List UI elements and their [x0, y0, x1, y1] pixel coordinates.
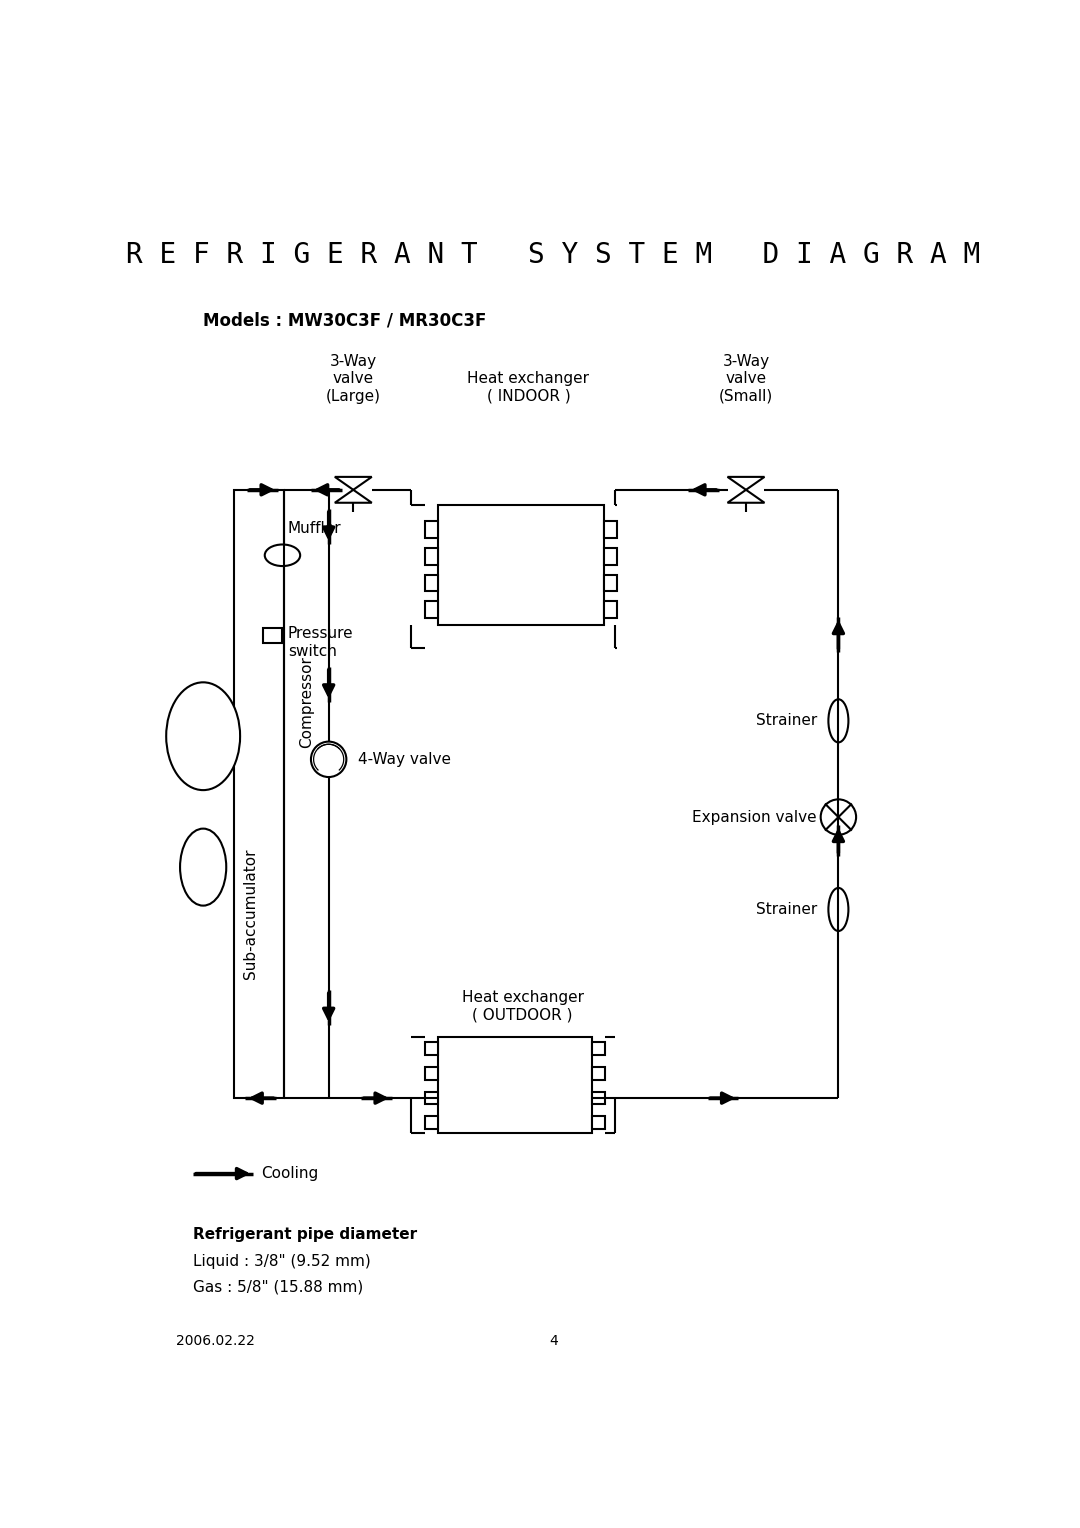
Text: Strainer: Strainer: [756, 714, 816, 729]
Text: Gas : 5/8" (15.88 mm): Gas : 5/8" (15.88 mm): [193, 1279, 363, 1294]
Bar: [604, 575, 617, 591]
Text: Sub-accumulator: Sub-accumulator: [243, 848, 258, 978]
Bar: [592, 1067, 605, 1080]
Ellipse shape: [166, 683, 240, 790]
Text: Heat exchanger
( INDOOR ): Heat exchanger ( INDOOR ): [468, 371, 590, 403]
Bar: [604, 602, 617, 619]
Text: Heat exchanger
( OUTDOOR ): Heat exchanger ( OUTDOOR ): [461, 990, 583, 1022]
Bar: [592, 1091, 605, 1105]
Bar: [264, 628, 283, 643]
Ellipse shape: [828, 888, 849, 931]
Ellipse shape: [828, 700, 849, 743]
Bar: [592, 1117, 605, 1129]
Bar: [438, 1036, 592, 1132]
Bar: [424, 521, 438, 538]
Bar: [424, 1091, 438, 1105]
Bar: [424, 1067, 438, 1080]
Text: Compressor: Compressor: [299, 656, 314, 747]
Ellipse shape: [180, 828, 226, 906]
Bar: [438, 506, 604, 625]
Bar: [424, 602, 438, 619]
Polygon shape: [728, 477, 765, 490]
Text: Muffler: Muffler: [288, 521, 341, 536]
Polygon shape: [335, 477, 372, 490]
Text: Models : MW30C3F / MR30C3F: Models : MW30C3F / MR30C3F: [203, 312, 486, 330]
Text: Pressure
switch: Pressure switch: [288, 626, 353, 659]
Text: 4-Way valve: 4-Way valve: [357, 752, 451, 767]
Bar: [424, 1042, 438, 1054]
Text: 4: 4: [549, 1334, 558, 1348]
Text: 3-Way
valve
(Large): 3-Way valve (Large): [326, 354, 381, 403]
Bar: [592, 1042, 605, 1054]
Polygon shape: [728, 490, 765, 503]
Bar: [424, 547, 438, 564]
Circle shape: [821, 799, 856, 834]
Text: Refrigerant pipe diameter: Refrigerant pipe diameter: [193, 1227, 417, 1242]
Text: Liquid : 3/8" (9.52 mm): Liquid : 3/8" (9.52 mm): [193, 1253, 370, 1268]
Polygon shape: [335, 490, 372, 503]
Text: 2006.02.22: 2006.02.22: [176, 1334, 255, 1348]
Text: Cooling: Cooling: [261, 1166, 319, 1181]
Bar: [424, 1117, 438, 1129]
Bar: [604, 521, 617, 538]
Circle shape: [311, 741, 347, 778]
Text: Strainer: Strainer: [756, 902, 816, 917]
Ellipse shape: [265, 544, 300, 565]
Text: 3-Way
valve
(Small): 3-Way valve (Small): [719, 354, 773, 403]
Bar: [234, 490, 284, 1099]
Bar: [604, 547, 617, 564]
Text: R E F R I G E R A N T   S Y S T E M   D I A G R A M: R E F R I G E R A N T S Y S T E M D I A …: [126, 241, 981, 269]
Text: Expansion valve: Expansion valve: [692, 810, 816, 825]
Bar: [424, 575, 438, 591]
